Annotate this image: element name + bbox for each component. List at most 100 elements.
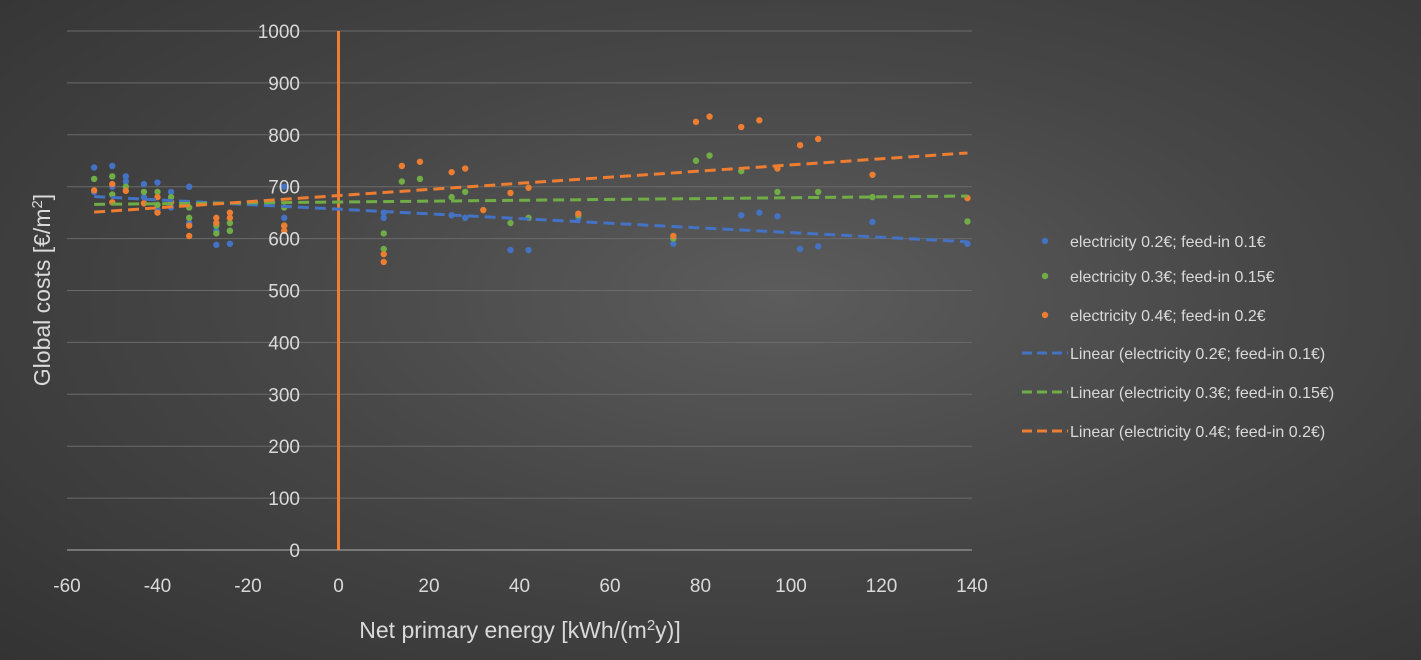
data-point-series-1: [380, 214, 387, 222]
x-tick-label: 100: [775, 576, 807, 597]
y-tick-label: 200: [268, 437, 300, 458]
data-point-series-1: [122, 173, 130, 180]
trendline-series-3: [94, 151, 968, 214]
x-tick-label: 60: [599, 576, 620, 597]
y-tick-label: 100: [268, 489, 300, 510]
y-tick-label: 400: [268, 333, 300, 354]
legend-trend-label-2: Linear (electricity 0.3€; feed-in 0.15€): [1070, 385, 1334, 402]
data-point-series-3: [185, 232, 193, 240]
data-point-series-3: [281, 227, 288, 235]
data-point-series-2: [380, 230, 387, 237]
data-point-series-3: [398, 162, 406, 170]
x-axis-title-sup: 2: [647, 617, 655, 634]
data-point-series-3: [670, 232, 677, 240]
y-tick-label: 600: [268, 230, 300, 251]
data-point-series-2: [507, 219, 514, 227]
data-point-series-1: [869, 218, 876, 226]
data-point-series-1: [796, 245, 804, 253]
data-point-series-3: [90, 187, 98, 194]
data-point-series-3: [226, 214, 234, 222]
legend-marker-series-1: [1041, 237, 1049, 245]
data-point-series-3: [185, 222, 193, 229]
x-tick-label: 120: [866, 576, 898, 597]
data-point-series-3: [154, 209, 161, 216]
y-tick-label: 1000: [258, 22, 300, 43]
legend-marker-series-3: [1041, 311, 1049, 319]
x-tick-label: 40: [509, 576, 530, 597]
data-point-series-2: [706, 152, 713, 159]
data-point-series-3: [380, 250, 387, 258]
data-point-series-3: [525, 184, 532, 191]
data-point-series-3: [213, 214, 220, 222]
legend-trend-label-1: Linear (electricity 0.2€; feed-in 0.1€): [1070, 346, 1325, 363]
data-point-series-2: [167, 193, 175, 201]
y-tick-label: 0: [289, 541, 300, 562]
y-tick-label: 700: [268, 178, 300, 199]
legend-label-series-3: electricity 0.4€; feed-in 0.2€: [1070, 308, 1266, 325]
data-point-series-2: [109, 173, 116, 180]
data-point-series-3: [869, 171, 876, 178]
x-tick-label: 20: [418, 576, 439, 597]
data-point-series-1: [738, 212, 745, 219]
data-point-series-2: [692, 157, 700, 164]
data-point-series-3: [507, 189, 514, 197]
data-point-series-3: [706, 113, 713, 120]
data-point-series-1: [140, 180, 148, 188]
data-point-series-3: [226, 209, 234, 216]
data-point-series-1: [814, 243, 822, 250]
data-point-series-3: [692, 118, 700, 126]
data-point-series-1: [109, 162, 116, 170]
data-point-series-3: [480, 206, 487, 214]
data-point-series-2: [964, 218, 971, 225]
data-point-series-2: [140, 188, 148, 196]
data-point-series-1: [167, 188, 175, 196]
data-point-series-1: [122, 178, 130, 185]
data-point-series-3: [122, 187, 130, 195]
data-point-series-2: [462, 188, 469, 196]
data-point-series-1: [281, 183, 288, 190]
data-point-series-2: [869, 193, 876, 201]
data-point-series-3: [575, 210, 582, 217]
data-point-series-3: [380, 258, 387, 266]
data-point-series-1: [462, 214, 469, 222]
data-point-series-2: [774, 188, 781, 196]
data-point-series-3: [281, 222, 288, 229]
trendline-series-2: [94, 194, 968, 206]
x-tick-label: 80: [690, 576, 711, 597]
data-point-series-2: [213, 230, 220, 237]
data-point-series-2: [380, 245, 387, 253]
data-point-series-3: [738, 123, 745, 131]
data-point-series-2: [398, 178, 406, 185]
data-point-series-3: [213, 219, 220, 227]
x-tick-label: -60: [53, 576, 80, 597]
gridlines: [67, 30, 972, 551]
data-point-series-1: [185, 183, 193, 190]
y-tick-label: 800: [268, 126, 300, 147]
data-point-series-1: [281, 214, 288, 222]
data-point-series-1: [756, 209, 763, 216]
data-point-series-2: [226, 219, 234, 227]
data-point-series-3: [462, 165, 469, 172]
x-tick-label: 0: [333, 576, 344, 597]
data-point-series-1: [90, 164, 98, 171]
data-point-series-3: [756, 117, 763, 124]
data-point-series-2: [416, 175, 424, 183]
data-point-series-1: [670, 240, 677, 247]
data-point-series-1: [774, 213, 781, 220]
data-point-series-3: [814, 135, 822, 143]
data-point-series-1: [213, 241, 220, 249]
y-tick-label: 500: [268, 282, 300, 303]
y-tick-labels: 0 100 200 300 400 500 600 700 800 900 1000: [258, 22, 300, 562]
data-point-series-2: [226, 227, 234, 235]
trendlines: [94, 151, 968, 244]
data-point-series-2: [814, 188, 822, 196]
y-tick-label: 900: [268, 74, 300, 95]
y-tick-label: 300: [268, 385, 300, 406]
data-point-series-1: [226, 240, 234, 247]
x-axis-title: Net primary energy [kWh/(m2y)]: [359, 617, 680, 643]
legend-trend-label-3: Linear (electricity 0.4€; feed-in 0.2€): [1070, 424, 1325, 441]
data-point-series-3: [109, 180, 116, 188]
legend-label-series-1: electricity 0.2€; feed-in 0.1€: [1070, 234, 1266, 251]
data-point-series-3: [796, 141, 804, 149]
